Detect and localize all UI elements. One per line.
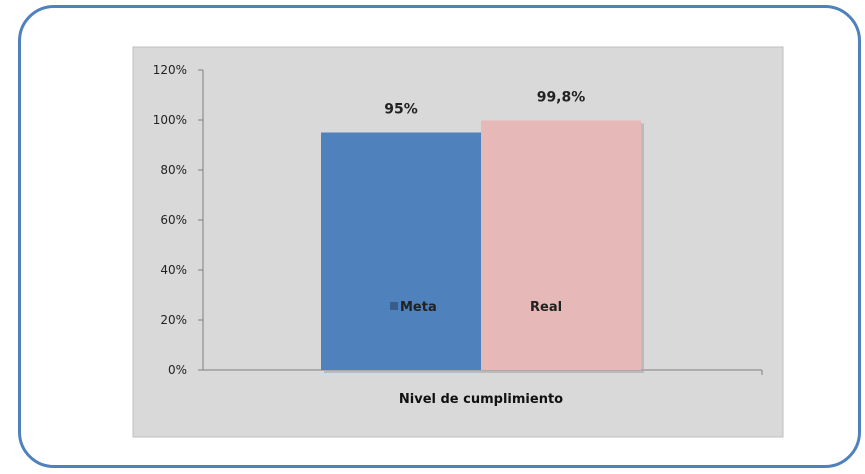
data-label-real: 99,8% [537, 90, 586, 106]
bar-meta [321, 132, 481, 370]
legend-label-meta: Meta [400, 300, 437, 315]
y-tick-label: 120% [153, 63, 187, 77]
bar-real [481, 120, 641, 370]
data-labels: 95% 99,8% [384, 90, 585, 118]
category-label: Nivel de cumplimiento [399, 392, 563, 407]
legend-label-real: Real [530, 300, 562, 315]
legend: Meta Real [390, 300, 562, 315]
data-label-meta: 95% [384, 102, 418, 118]
legend-swatch-meta [390, 302, 398, 310]
y-tick-label: 40% [160, 263, 187, 277]
y-tick-label: 20% [160, 313, 187, 327]
y-tick-label: 100% [153, 113, 187, 127]
y-axis: 0% 20% 40% 60% 80% 100% 120% [153, 63, 204, 377]
bars [321, 120, 644, 373]
y-tick-label: 80% [160, 163, 187, 177]
y-tick-label: 0% [168, 363, 187, 377]
y-tick-label: 60% [160, 213, 187, 227]
